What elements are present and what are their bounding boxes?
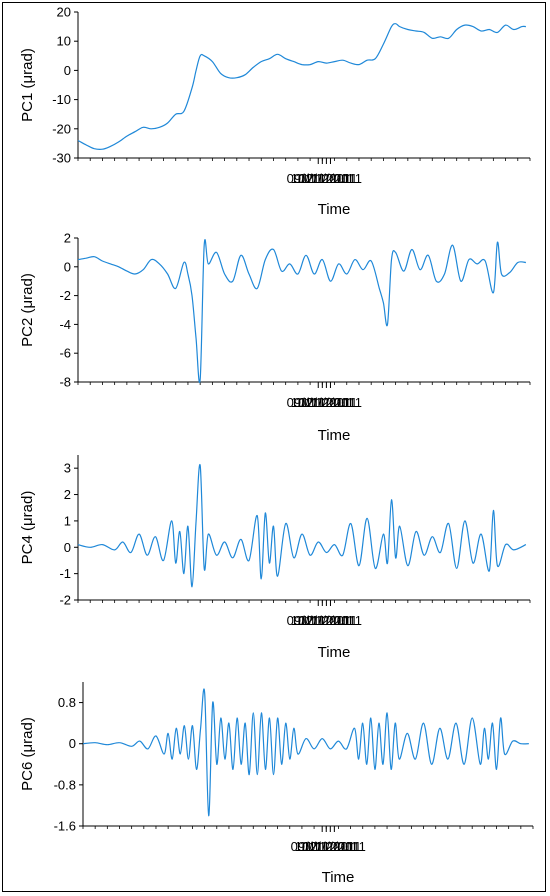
y-tick-label: 2: [64, 231, 71, 246]
y-tick-label: 20: [57, 5, 71, 20]
series-line: [82, 688, 529, 817]
panel-4: 0.8 0 -0.8 -1.6 09/11/201110/11/201111/11/20…: [19, 682, 534, 886]
x-axis-label: Time: [318, 644, 351, 661]
x-axis-label: Time: [318, 201, 351, 218]
series-line: [77, 464, 527, 588]
y-tick-label: -6: [59, 346, 71, 361]
series-line: [77, 23, 526, 151]
x-tick-label: 10/11/2011: [291, 613, 354, 628]
y-tick-label: -20: [52, 121, 71, 136]
x-tick-label: 10/11/2011: [295, 839, 358, 854]
x-tick-label: 11/11/2011: [295, 395, 357, 410]
y-tick-label: 0.8: [58, 695, 76, 710]
y-tick-label: -2: [59, 288, 71, 303]
y-tick-label: 2: [64, 487, 71, 502]
y-axis-label: PC2 (μrad): [19, 273, 36, 347]
y-tick-label: 0: [64, 259, 71, 274]
y-tick-label: 0: [64, 63, 71, 78]
series-line: [77, 239, 526, 383]
x-tick-label: 09/11/2011: [291, 839, 354, 854]
y-tick-label: -1: [59, 566, 71, 581]
panel-1: 20 10 0 -10 -20 -30 09/11/201110/11/201111/11/…: [19, 5, 531, 218]
panel-3: 3 2 1 0 -1 -2 09/11/201110/11/201111/11/201112…: [19, 455, 531, 661]
y-tick-label: 3: [64, 461, 71, 476]
y-tick-label: -30: [52, 151, 71, 166]
x-tick-label: 10/11/2011: [291, 171, 354, 186]
x-axis-label: Time: [318, 427, 351, 444]
x-tick-label: 11/11/2011: [295, 613, 357, 628]
y-axis-label: PC4 (μrad): [19, 491, 36, 565]
y-axis-label: PC1 (μrad): [19, 48, 36, 122]
x-tick-label: 12/11/2011: [299, 395, 362, 410]
y-tick-label: 0: [64, 540, 71, 555]
y-tick-label: -8: [59, 375, 71, 390]
y-tick-label: -4: [59, 317, 71, 332]
y-axis-label: PC6 (μrad): [19, 717, 36, 791]
x-tick-label: 12/11/2011: [299, 171, 362, 186]
y-tick-label: -1.6: [54, 819, 76, 834]
panel-2: 2 0 -2 -4 -6 -8 09/11/201110/11/201111/11/2011…: [19, 231, 531, 444]
y-tick-label: 0: [69, 736, 76, 751]
x-axis-label: Time: [322, 869, 355, 886]
x-tick-label: 09/11/2011: [287, 395, 350, 410]
x-tick-label: 12/11/2011: [303, 839, 366, 854]
y-tick-label: -2: [59, 593, 71, 608]
x-tick-label: 10/11/2011: [291, 395, 354, 410]
x-tick-label: 09/11/2011: [287, 613, 350, 628]
y-tick-label: -10: [52, 92, 71, 107]
y-tick-label: -0.8: [54, 777, 76, 792]
x-tick-label: 09/11/2011: [287, 171, 350, 186]
x-tick-label: 11/11/2011: [299, 839, 361, 854]
y-tick-label: 10: [57, 34, 71, 49]
x-tick-label: 11/11/2011: [295, 171, 357, 186]
y-tick-label: 1: [64, 513, 71, 528]
x-tick-label: 12/11/2011: [299, 613, 362, 628]
